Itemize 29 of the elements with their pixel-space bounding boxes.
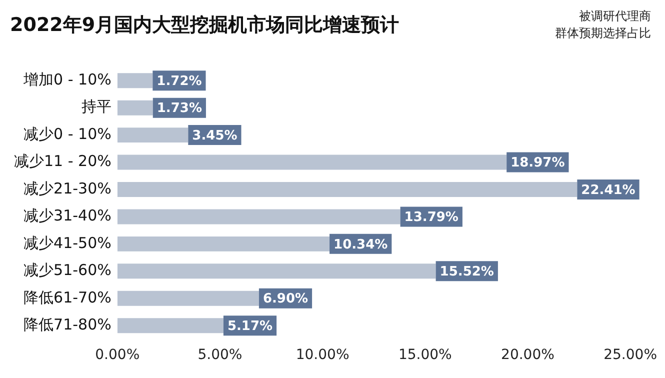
y-tick-label: 减少31-40%: [24, 206, 112, 225]
data-label: 3.45%: [192, 128, 238, 144]
data-label: 22.41%: [581, 182, 636, 198]
y-tick-label: 持平: [81, 98, 112, 116]
data-label: 13.79%: [404, 210, 458, 226]
data-label: 5.17%: [227, 318, 273, 334]
data-label: 10.34%: [334, 237, 388, 252]
x-tick-label: 20.00%: [501, 347, 554, 364]
y-tick-label: 增加0 - 10%: [22, 70, 112, 88]
chart-title: 2022年9月国内大型挖掘机市场同比增速预计: [10, 13, 400, 38]
y-tick-label: 减少51-60%: [24, 261, 112, 280]
x-tick-label: 5.00%: [198, 347, 242, 364]
data-label: 6.90%: [262, 292, 308, 307]
data-label: 1.72%: [156, 74, 202, 89]
y-tick-label: 减少11 - 20%: [14, 152, 112, 170]
x-tick-label: 0.00%: [95, 347, 140, 364]
data-label: 1.73%: [156, 101, 202, 116]
y-tick-label: 减少0 - 10%: [24, 124, 112, 143]
text: 被调研代理商: [578, 8, 651, 25]
x-tick-label: 15.00%: [398, 347, 452, 364]
text: 群体预期选择占比: [555, 25, 651, 42]
y-tick-label: 减少41-50%: [24, 234, 112, 252]
data-label: 18.97%: [510, 156, 565, 171]
x-tick-label: 25.00%: [604, 347, 658, 364]
data-label: 15.52%: [440, 264, 494, 280]
y-tick-label: 降低71-80%: [24, 315, 112, 334]
y-tick-label: 降低61-70%: [24, 288, 112, 306]
x-tick-label: 10.00%: [296, 347, 350, 364]
y-tick-label: 减少21-30%: [24, 179, 112, 198]
